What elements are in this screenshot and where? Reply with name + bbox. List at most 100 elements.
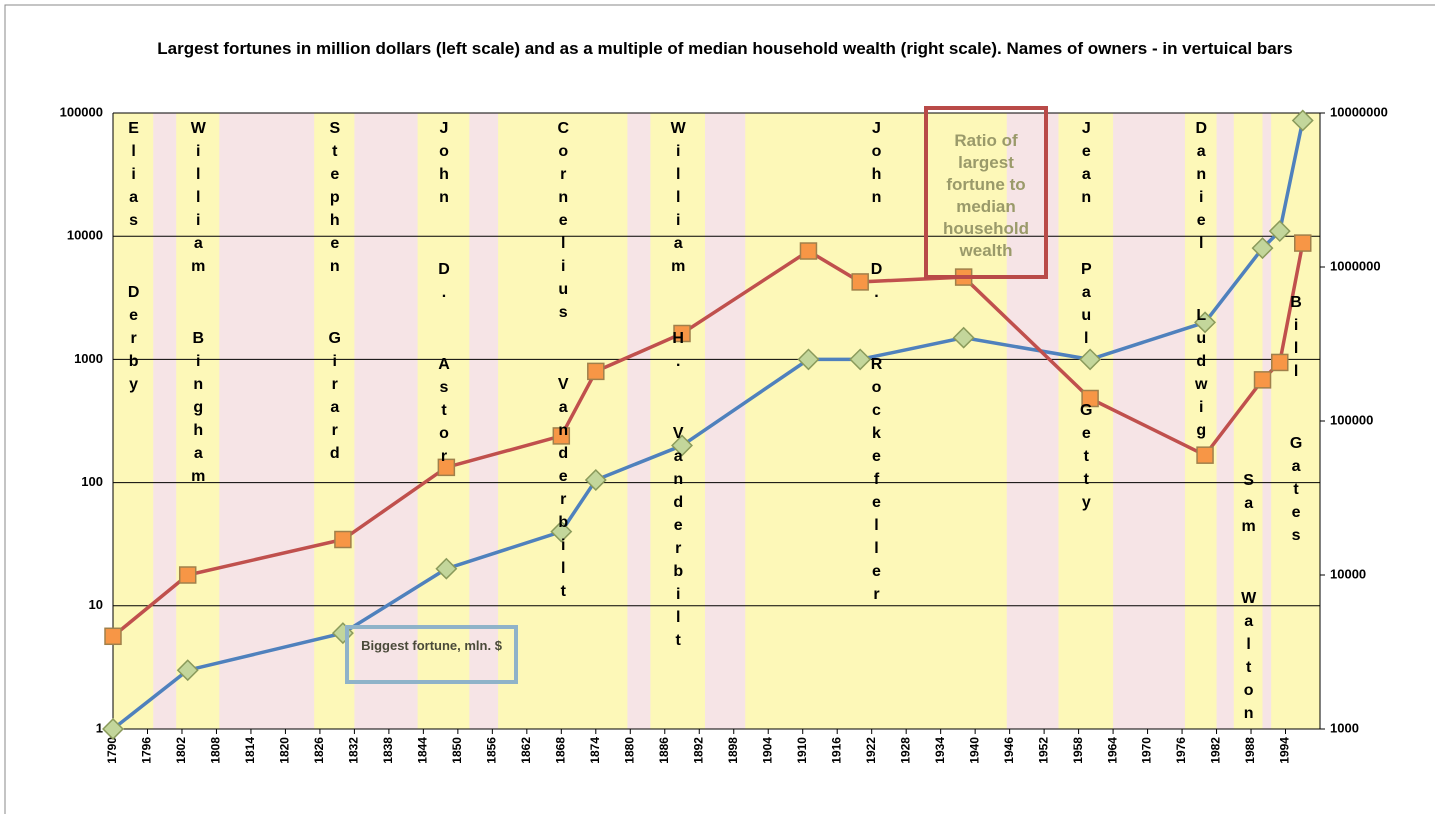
owner-band (745, 113, 1007, 729)
owner-name: John D. Astor (435, 120, 453, 471)
owner-band (176, 113, 220, 729)
owner-band (498, 113, 628, 729)
owner-name: John D. Rockefeller (867, 120, 885, 609)
y2-tick-label: 1000 (1330, 720, 1359, 735)
square-marker (1253, 371, 1272, 389)
x-tick-label: 1808 (209, 737, 223, 764)
x-tick-label: 1976 (1174, 737, 1188, 764)
x-tick-label: 1910 (795, 737, 809, 764)
square-marker (437, 458, 456, 477)
x-tick-label: 1802 (174, 737, 188, 764)
owner-name: Sam Walton (1240, 472, 1258, 728)
x-tick-label: 1928 (898, 737, 912, 764)
owner-band (1058, 113, 1114, 729)
x-tick-label: 1982 (1209, 737, 1223, 764)
x-tick-label: 1868 (553, 737, 567, 764)
x-tick-label: 1886 (657, 737, 671, 764)
x-tick-label: 1970 (1140, 737, 1154, 764)
owner-name: Cornelius Vanderbilt (554, 120, 572, 606)
owner-band (1233, 113, 1263, 729)
diamond-marker (102, 718, 124, 740)
owner-name: Stephen Girard (326, 120, 344, 468)
x-tick-label: 1844 (416, 737, 430, 764)
square-marker (1081, 389, 1099, 408)
square-marker (104, 627, 122, 646)
y-tick-label: 10 (89, 597, 103, 612)
x-tick-label: 1934 (933, 737, 947, 764)
owner-name: Bill Gates (1287, 294, 1305, 550)
x-tick-label: 1832 (347, 737, 361, 764)
x-tick-label: 1994 (1278, 737, 1292, 764)
diamond-marker (1291, 109, 1314, 132)
x-tick-label: 1964 (1105, 737, 1119, 764)
square-marker (334, 530, 352, 549)
y-tick-label: 100000 (60, 104, 103, 119)
x-tick-label: 1946 (1002, 737, 1016, 764)
diamond-marker (1194, 311, 1217, 334)
square-marker (178, 566, 197, 584)
owner-name: Daniel Ludwig (1192, 120, 1210, 445)
diamond-marker (584, 469, 607, 491)
diamond-marker (1079, 348, 1102, 371)
owner-band (650, 113, 706, 729)
fortune-annotation: Biggest fortune, mln. $ (345, 625, 518, 684)
y-tick-label: 1000 (74, 351, 103, 366)
owner-name: William H. Vanderbilt (669, 120, 687, 655)
x-tick-label: 1862 (519, 737, 533, 764)
square-marker (851, 273, 869, 291)
diamond-marker (952, 326, 975, 349)
owner-name: Jean Paul Getty (1077, 120, 1095, 517)
x-tick-label: 1940 (967, 737, 981, 764)
y2-tick-label: 10000000 (1330, 104, 1388, 119)
x-tick-label: 1820 (278, 737, 292, 764)
frame (4, 4, 1435, 814)
x-tick-label: 1814 (243, 737, 257, 764)
owner-band (113, 113, 154, 729)
diamond-marker (435, 557, 458, 580)
x-tick-label: 1952 (1036, 737, 1050, 764)
x-tick-label: 1904 (760, 737, 774, 764)
diamond-marker (671, 434, 693, 457)
y-tick-label: 100 (81, 474, 103, 489)
x-tick-label: 1850 (450, 737, 464, 764)
x-tick-label: 1916 (829, 737, 843, 764)
x-tick-label: 1892 (691, 737, 705, 764)
square-marker (1196, 446, 1214, 464)
y-tick-label: 1 (96, 720, 103, 735)
owner-name: Elias Derby (125, 120, 143, 399)
square-marker (673, 324, 691, 343)
diamond-marker (849, 348, 872, 371)
y2-tick-label: 1000000 (1330, 258, 1381, 273)
x-tick-label: 1958 (1071, 737, 1085, 764)
x-tick-label: 1796 (140, 737, 154, 764)
y-tick-label: 10000 (67, 228, 103, 243)
x-tick-label: 1988 (1243, 737, 1257, 764)
owner-band (1271, 113, 1320, 729)
chart-title: Largest fortunes in million dollars (lef… (157, 39, 1293, 58)
x-tick-label: 1790 (105, 737, 119, 764)
owner-name: William Bingham (189, 120, 207, 491)
x-tick-label: 1838 (381, 737, 395, 764)
x-tick-label: 1880 (622, 737, 636, 764)
diamond-marker (550, 520, 573, 543)
y2-tick-label: 100000 (1330, 412, 1373, 427)
square-marker (799, 242, 818, 260)
x-tick-label: 1856 (485, 737, 499, 764)
diamond-marker (797, 348, 820, 371)
square-marker (587, 362, 605, 381)
x-tick-label: 1874 (588, 737, 602, 764)
square-marker (552, 427, 571, 445)
diamond-marker (176, 659, 199, 682)
y2-tick-label: 10000 (1330, 566, 1366, 581)
ratio-annotation: Ratio of largest fortune to median house… (924, 106, 1048, 279)
x-tick-label: 1826 (312, 737, 326, 764)
square-marker (1294, 234, 1312, 252)
x-tick-label: 1922 (864, 737, 878, 764)
square-marker (1271, 353, 1289, 372)
owner-band (1184, 113, 1217, 729)
diamond-marker (1251, 237, 1274, 260)
x-tick-label: 1898 (726, 737, 740, 764)
diamond-marker (1268, 220, 1291, 243)
